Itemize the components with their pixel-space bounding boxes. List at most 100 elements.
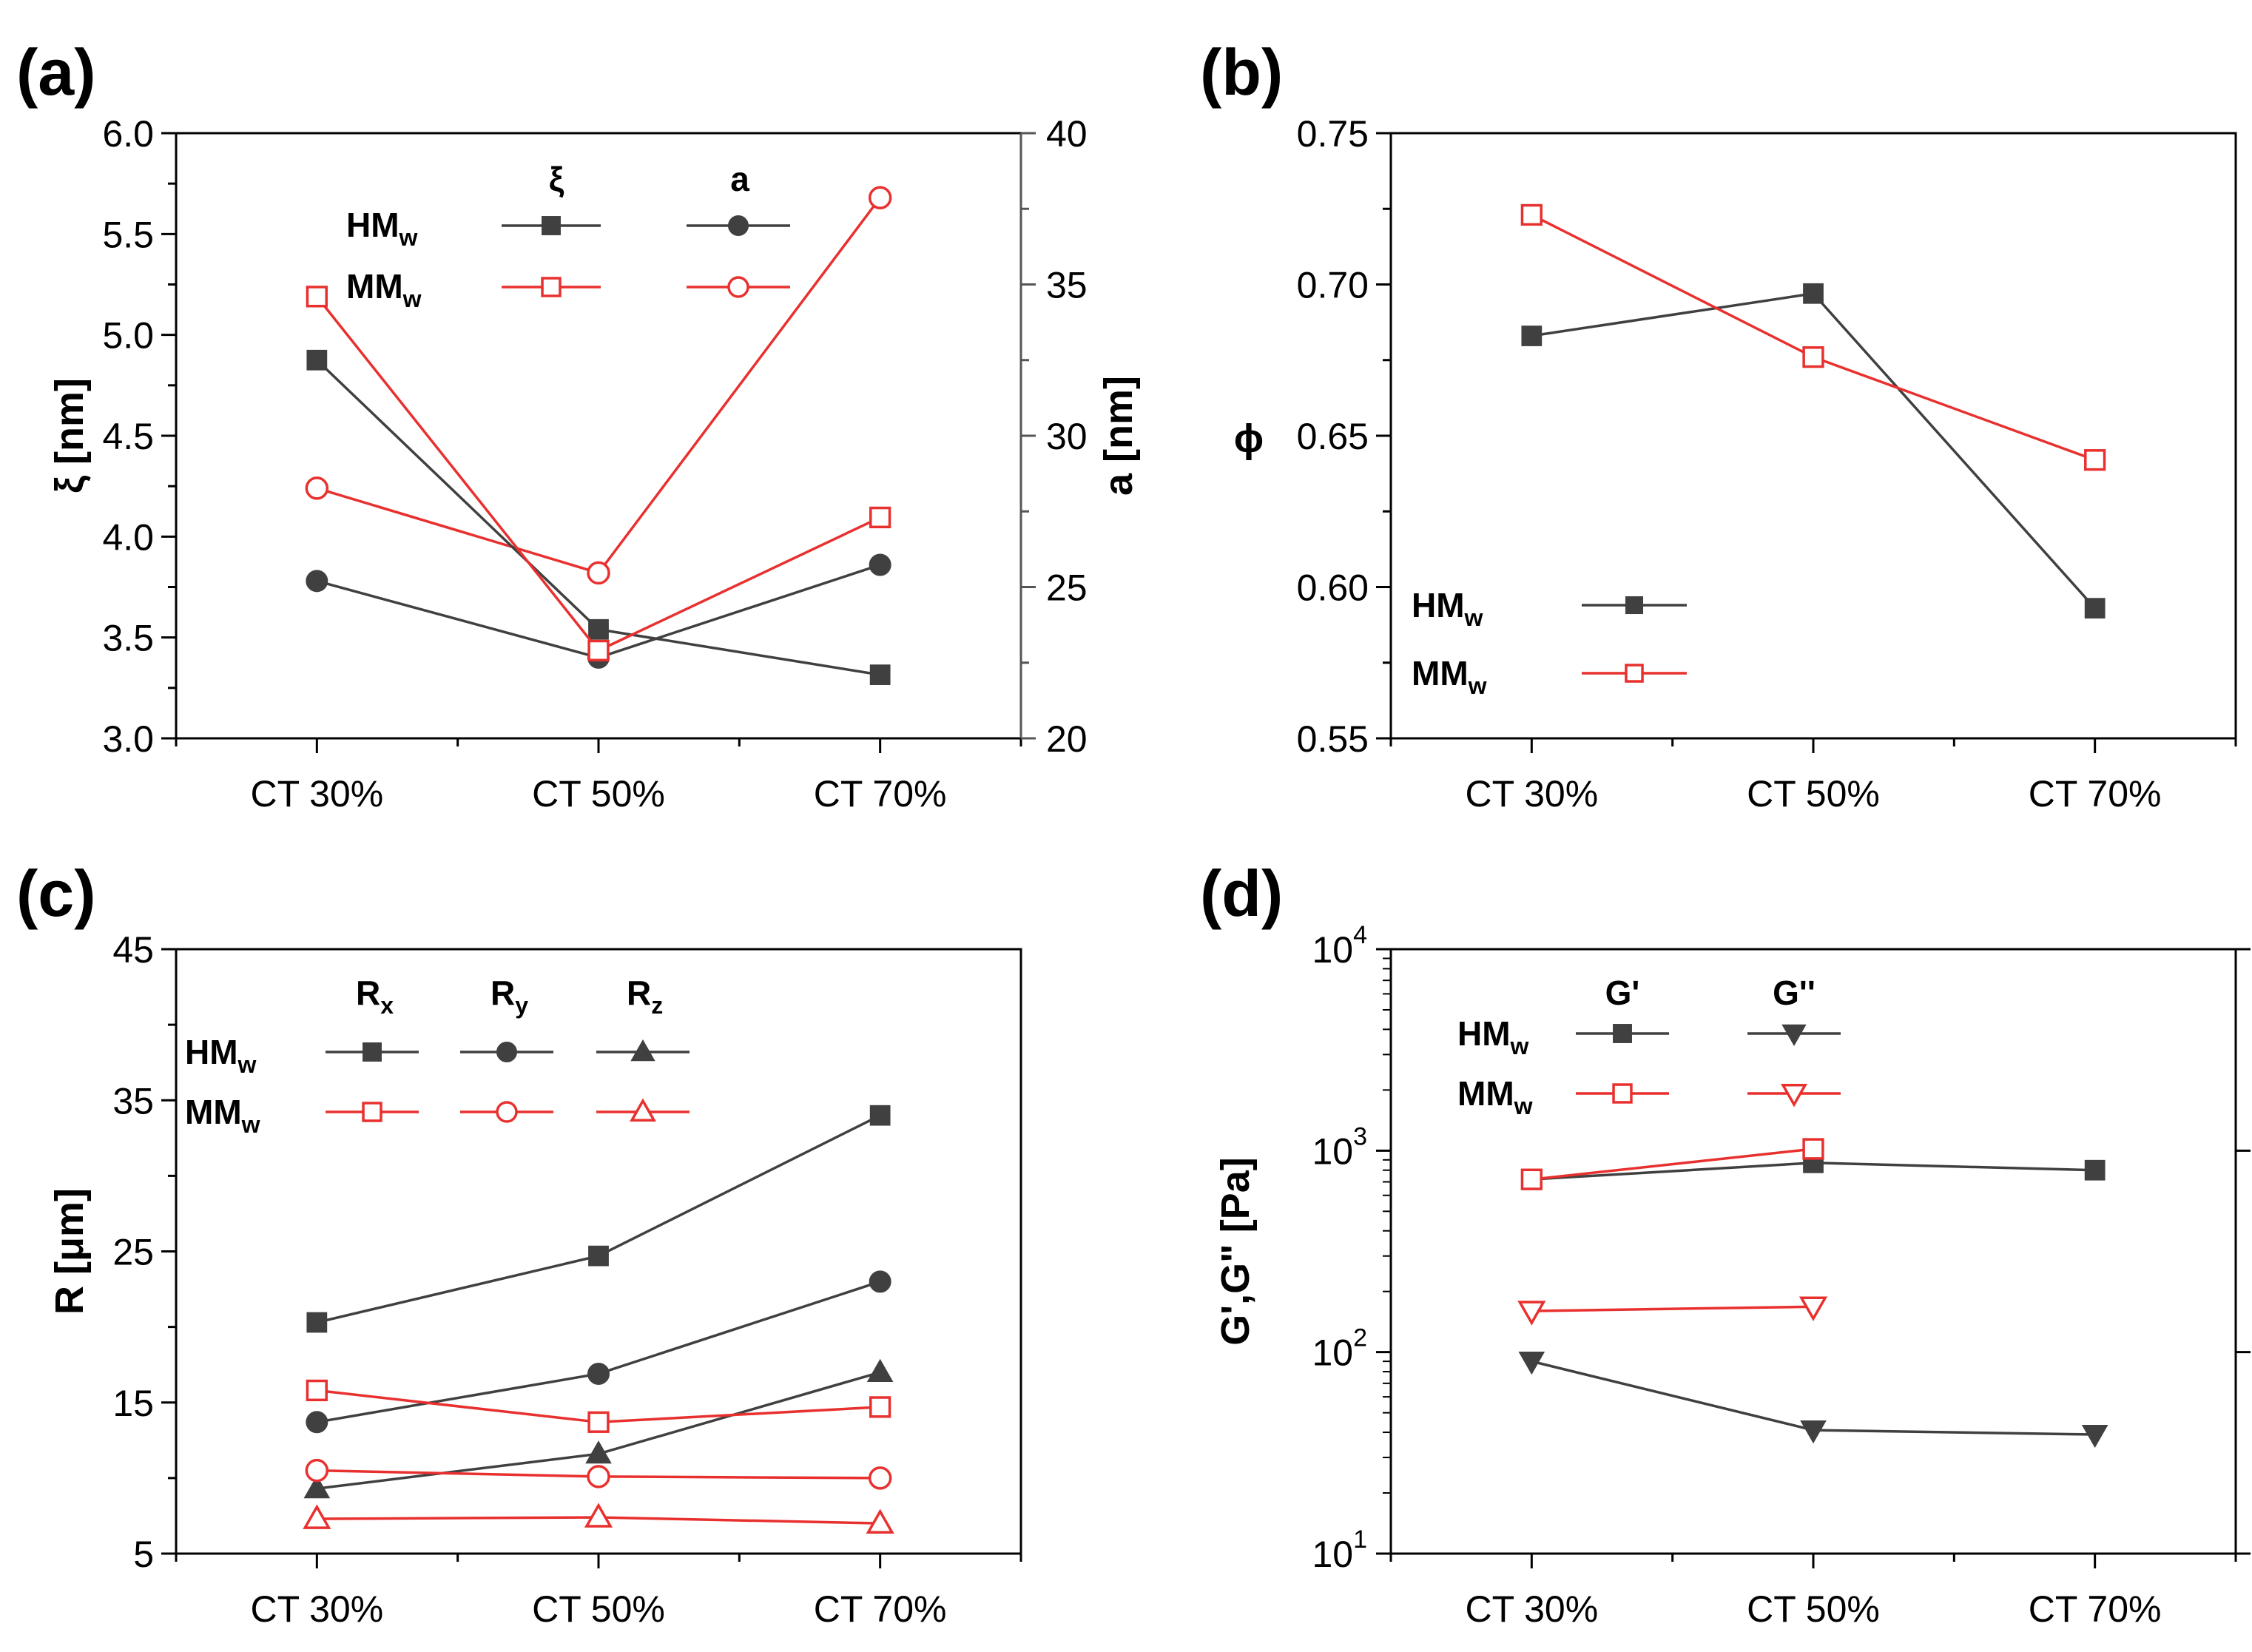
y-axis-title: ξ [nm] [47, 378, 92, 493]
data-point [1520, 203, 1543, 226]
y-tick-label: 45 [112, 929, 154, 971]
data-point [866, 1358, 894, 1382]
data-point [303, 1504, 331, 1529]
panel-b: (b) CT 30% CT 50% CT 70% 0.55 0.60 0.65 0.70 0.7… [1200, 36, 2237, 815]
legend-col-header: Rz [627, 974, 663, 1019]
y-axis-title: ϕ [1234, 417, 1264, 461]
data-point [1798, 1296, 1828, 1321]
data-point [306, 1379, 328, 1402]
legend-row-label-base: MM [185, 1093, 242, 1131]
data-point [587, 561, 610, 585]
legend-row-label-base: MM [1457, 1074, 1514, 1113]
legend-row-label-sub: w [237, 1051, 257, 1078]
x-tick-label: CT 70% [2029, 1588, 2162, 1630]
y-tick-label: 4.0 [102, 516, 154, 558]
series-line [1531, 1147, 1814, 1181]
data-point [306, 286, 328, 308]
data-point [1517, 1301, 1546, 1326]
data-point [1520, 1168, 1543, 1190]
y-tick-label: 103 [1312, 1122, 1367, 1172]
x-tick-label: CT 70% [814, 1588, 947, 1630]
series-line [1531, 1305, 1814, 1312]
y-tick-label: 6.0 [102, 113, 154, 155]
legend-col-header-sub: x [380, 992, 394, 1019]
legend-row-label: MMw [1457, 1074, 1533, 1119]
y-tick-label: 5.0 [102, 315, 154, 357]
series-line [315, 295, 881, 653]
data-point [585, 1440, 612, 1464]
legend-row-label-base: HM [185, 1033, 238, 1071]
y-tick-label: 5 [133, 1534, 154, 1575]
legend-col-header-sub: z [651, 992, 663, 1019]
y-tick-label: 101 [1312, 1525, 1367, 1575]
y-tick-base: 10 [1312, 929, 1353, 971]
y-tick-exp: 3 [1353, 1122, 1367, 1150]
legend-row-label-base: MM [1412, 654, 1469, 692]
legend-row-label: HMw [185, 1033, 257, 1078]
data-point [869, 506, 891, 529]
legend-col-header: ξ [549, 160, 564, 198]
panel-label: (a) [16, 36, 96, 109]
y-tick-label: 0.65 [1297, 416, 1369, 457]
legend-row-label-sub: w [1510, 1033, 1529, 1059]
legend-row-label-sub: w [399, 224, 418, 251]
data-point [1518, 1352, 1545, 1375]
legend-row-label: HMw [1412, 586, 1483, 631]
y2-tick-label: 20 [1046, 718, 1088, 760]
y-tick-label: 102 [1312, 1324, 1367, 1374]
legend-row-label: MMw [185, 1093, 260, 1138]
legend-row-label: HMw [1457, 1014, 1529, 1059]
legend-row-label-sub: w [1468, 672, 1487, 699]
data-point [1802, 1138, 1824, 1160]
data-point [868, 1466, 892, 1490]
data-point [868, 186, 892, 210]
data-point [869, 553, 891, 576]
legend-row-label-sub: w [241, 1111, 260, 1138]
series-line [316, 197, 882, 575]
x-tick-label: CT 50% [532, 773, 665, 815]
legend-col-header: G' [1605, 974, 1640, 1012]
legend-marker [542, 216, 561, 235]
y2-tick-label: 40 [1046, 113, 1088, 155]
legend-marker [496, 1101, 518, 1123]
data-point [869, 1105, 891, 1126]
series-line [1531, 291, 2096, 610]
legend-row-label-base: HM [1457, 1014, 1511, 1053]
panel-a: (a) CT 30% CT 50% CT 70% 3.0 3.5 4.0 4.5 5.0 5.5 6… [16, 36, 1141, 815]
legend-col-header: Rx [356, 974, 394, 1019]
data-point [306, 1312, 328, 1333]
y-tick-exp: 4 [1353, 921, 1367, 949]
x-tick-label: CT 50% [1747, 1588, 1880, 1630]
data-point [2081, 1424, 2108, 1449]
x-tick-label: CT 30% [1465, 773, 1598, 815]
x-tick-label: CT 50% [532, 1588, 665, 1630]
y-tick-label: 5.5 [102, 214, 154, 255]
data-point [306, 570, 328, 593]
legend-marker [728, 215, 749, 236]
panel-label: (d) [1200, 857, 1283, 930]
data-point [588, 1245, 609, 1267]
data-point [2084, 449, 2106, 471]
legend-marker [1612, 1083, 1633, 1104]
x-tick-label: CT 70% [2029, 773, 2162, 815]
legend-col-header-base: R [627, 974, 651, 1012]
legend-row-label-base: HM [1412, 586, 1465, 624]
legend-col-header-base: R [356, 974, 380, 1012]
data-point [1802, 346, 1824, 368]
x-tick-label: CT 50% [1747, 773, 1880, 815]
legend-row-label-sub: w [1514, 1093, 1533, 1119]
x-tick-label: CT 30% [1465, 1588, 1598, 1630]
y-tick-label: 104 [1312, 921, 1367, 971]
legend-col-header: a [730, 160, 749, 198]
legend-marker [362, 1102, 382, 1122]
legend-col-header: G'' [1773, 974, 1816, 1012]
data-point [2084, 1159, 2106, 1181]
legend-col-header-base: R [490, 974, 515, 1012]
y-tick-label: 4.5 [102, 416, 154, 457]
y-tick-label: 25 [112, 1232, 154, 1273]
legend-row-label: MMw [1412, 654, 1487, 699]
